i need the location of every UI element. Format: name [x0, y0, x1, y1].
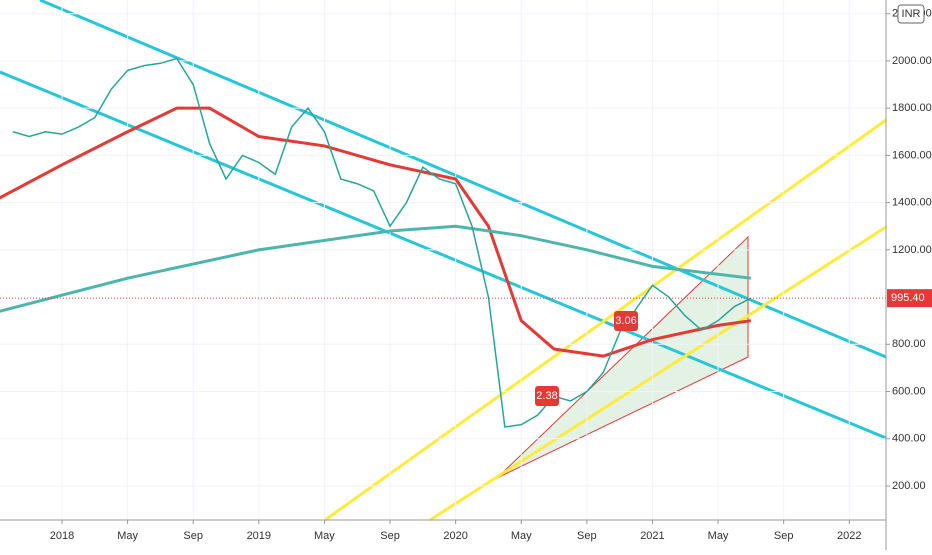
- plot: [0, 0, 886, 520]
- moving-average: [0, 106, 752, 358]
- y-tick-label: 800.00: [892, 338, 926, 350]
- trend-line: [0, 70, 887, 440]
- x-tick-label: 2020: [443, 530, 467, 542]
- y-tick-label: 600.00: [892, 385, 926, 397]
- currency[interactable]: INR: [902, 8, 921, 20]
- trend-line: [429, 225, 887, 522]
- annotation-box: [535, 386, 559, 406]
- drawings: [0, 0, 887, 522]
- x-tick-label: Sep: [183, 530, 203, 542]
- x-tick-label: Sep: [774, 530, 794, 542]
- x-tick-label: 2021: [640, 530, 664, 542]
- y-tick-label: 400.00: [892, 433, 926, 445]
- annotation-box: [614, 311, 638, 331]
- price-label-box: [887, 289, 932, 308]
- currency-badge[interactable]: [897, 4, 925, 24]
- y-tick-label: 1600.00: [892, 149, 932, 161]
- x-tick-label: 2018: [50, 530, 74, 542]
- x-tick-label: Sep: [577, 530, 597, 542]
- x-tick-label: 2022: [837, 530, 861, 542]
- moving-average: [0, 224, 752, 313]
- x-tick-label: May: [511, 530, 532, 542]
- trend-line: [39, 0, 887, 359]
- y-tick-label: 2000.00: [892, 55, 932, 67]
- y-tick-label: 1400.00: [892, 197, 932, 209]
- x-tick-label: May: [708, 530, 729, 542]
- x-tick-label: 2019: [247, 530, 271, 542]
- x-tick-label: May: [314, 530, 335, 542]
- axes: 200.00 400.00 600.00 800.00 1200.00 1400.00 16…: [50, 8, 932, 542]
- y-tick-label: 1800.00: [892, 102, 932, 114]
- y-tick-label: 1200.00: [892, 244, 932, 256]
- y-tick-label: 200.00: [892, 480, 926, 492]
- price-label: 995.40: [891, 292, 925, 304]
- annotation: 3.06: [615, 315, 636, 327]
- annotation: 2.38: [536, 390, 557, 402]
- x-tick-label: Sep: [380, 530, 400, 542]
- trend-line: [324, 118, 887, 522]
- x-tick-label: May: [117, 530, 138, 542]
- channel: [496, 235, 749, 479]
